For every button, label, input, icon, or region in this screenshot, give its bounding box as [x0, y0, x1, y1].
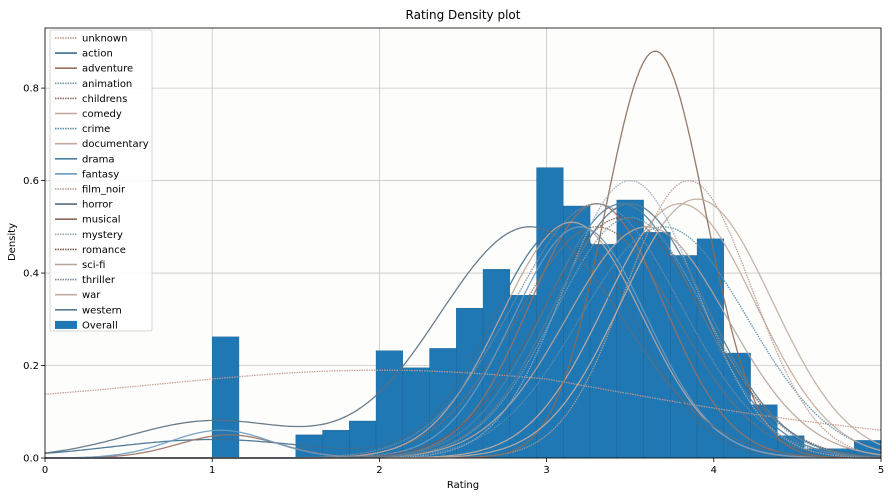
legend-label: sci-fi: [82, 260, 105, 271]
legend-label: crime: [82, 124, 110, 135]
legend-label: childrens: [82, 94, 127, 105]
histogram-bar: [563, 205, 591, 459]
legend-label: Overall: [82, 320, 118, 331]
x-tick-label: 3: [543, 465, 549, 476]
plot-area: 0 1 2 3 4 5 0.0 0.2 0.4 0.6 0.8 unknown action advent…: [23, 27, 884, 476]
kde-curve-unknown: [44, 369, 882, 431]
y-tick-label: 0.8: [23, 84, 39, 95]
legend-label: fantasy: [82, 169, 119, 180]
legend: unknown action adventure animation childrens…: [49, 29, 153, 332]
legend-label: musical: [82, 215, 120, 226]
y-tick-label: 0.4: [23, 269, 39, 280]
legend-label: animation: [82, 79, 132, 90]
x-tick-label: 0: [42, 465, 48, 476]
x-tick-label: 2: [376, 465, 382, 476]
x-tick-label: 1: [209, 465, 215, 476]
y-axis-label: Density: [7, 223, 18, 261]
x-axis-label: Rating: [447, 480, 479, 491]
histogram-bar: [670, 255, 698, 459]
y-tick-label: 0.2: [23, 361, 39, 372]
legend-label: adventure: [82, 64, 133, 75]
legend-label: western: [82, 305, 122, 316]
legend-label: film_noir: [82, 185, 126, 196]
kde-curve-horror: [44, 226, 881, 459]
kde-curve-action: [44, 226, 881, 459]
y-tick-label: 0.0: [23, 454, 39, 465]
legend-label: thriller: [82, 275, 116, 286]
legend-label: drama: [82, 154, 114, 165]
x-tick-label: 4: [711, 465, 717, 476]
kde-curve-fantasy: [45, 226, 881, 459]
histogram-bar: [211, 336, 240, 459]
legend-box: [49, 29, 153, 332]
legend-label: unknown: [82, 34, 127, 45]
kde-curve-romance: [45, 216, 882, 459]
histogram-bar: [322, 430, 350, 459]
kde-curve-childrens: [45, 226, 882, 459]
legend-label: comedy: [82, 109, 122, 120]
legend-label: action: [82, 49, 113, 60]
legend-label: documentary: [82, 139, 149, 150]
kde-curve-thriller: [45, 203, 882, 459]
legend-label: mystery: [82, 230, 123, 241]
chart-title: Rating Density plot: [406, 8, 521, 22]
histogram-bar: [723, 352, 751, 459]
kde-curve-crime: [45, 226, 882, 459]
legend-label: horror: [82, 200, 113, 211]
x-tick-label: 5: [878, 465, 884, 476]
y-tick-label: 0.6: [23, 176, 39, 187]
kde-curve-animation: [45, 216, 882, 459]
legend-label: romance: [82, 245, 126, 256]
histogram-bar: [349, 420, 377, 459]
axes-frame: [44, 27, 882, 459]
legend-swatch-overall: [55, 320, 77, 329]
legend-label: war: [82, 290, 101, 301]
